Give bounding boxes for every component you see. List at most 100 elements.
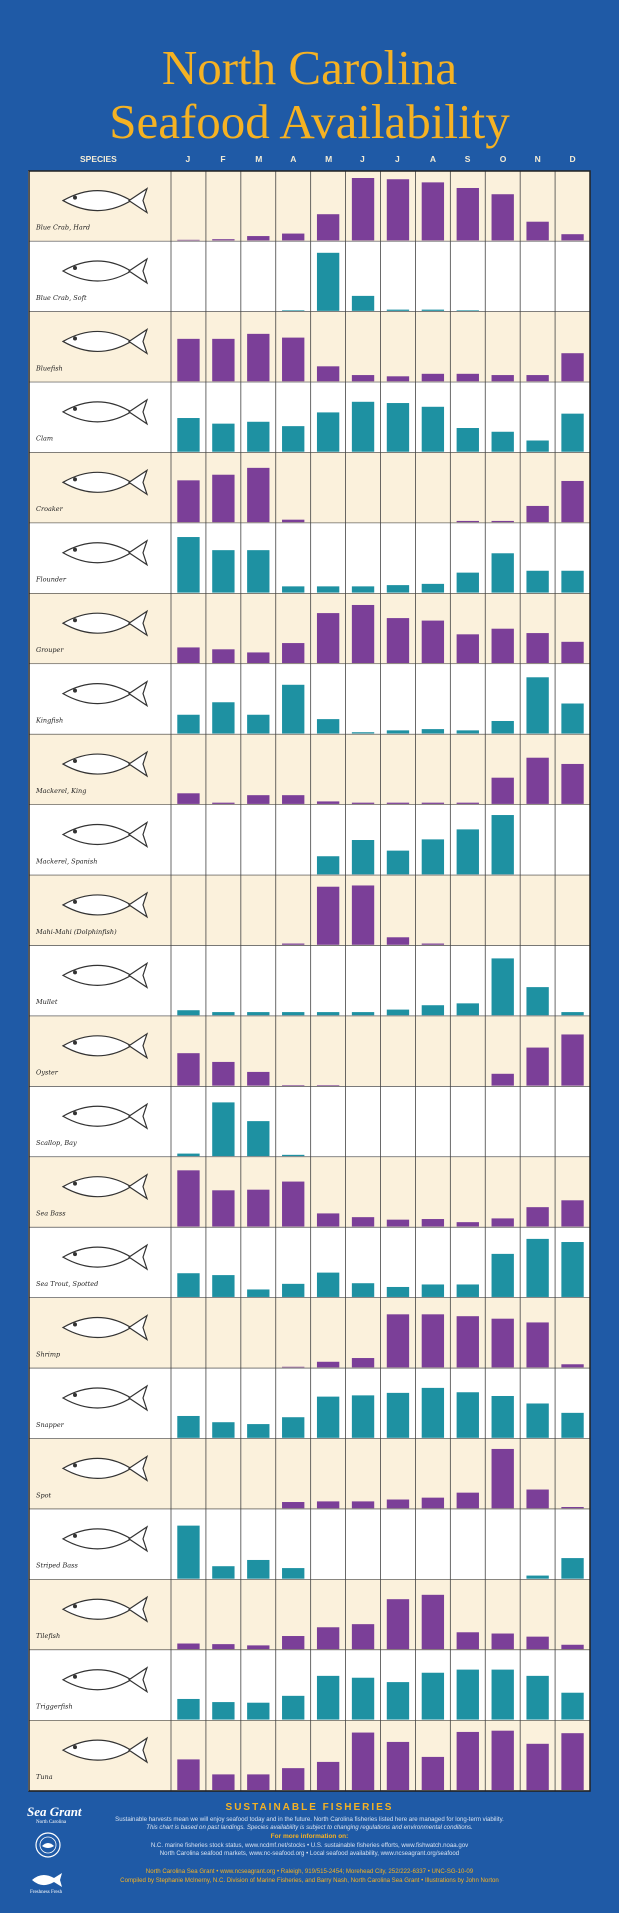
species-tail-icon <box>127 539 149 567</box>
availability-bar <box>247 1774 270 1790</box>
availability-bar <box>526 1675 549 1720</box>
availability-bar <box>526 1636 549 1650</box>
availability-bar <box>351 1358 375 1368</box>
availability-bar <box>386 376 410 382</box>
species-eye-icon <box>73 406 77 411</box>
availability-bar <box>177 1415 200 1438</box>
availability-bar <box>456 1632 479 1650</box>
footer-line-6: Compiled by Stephanie McInerny, N.C. Div… <box>120 1877 499 1884</box>
availability-bar <box>526 987 549 1016</box>
availability-bar <box>282 1636 305 1650</box>
month-label: N <box>534 154 541 164</box>
species-tail-icon <box>127 609 149 637</box>
availability-bar <box>386 585 410 593</box>
species-tail-icon <box>127 1454 149 1482</box>
availability-bar <box>491 815 514 875</box>
availability-bar <box>526 1575 549 1579</box>
species-tail-icon <box>127 327 149 355</box>
availability-bar <box>351 840 375 875</box>
availability-bar <box>421 309 445 311</box>
row-band <box>29 311 590 383</box>
availability-bar <box>247 652 270 664</box>
availability-bar <box>456 1222 479 1227</box>
availability-bar <box>177 537 200 593</box>
availability-bar <box>247 421 270 452</box>
species-tail-icon <box>127 1525 149 1553</box>
availability-bar <box>212 1644 235 1650</box>
availability-bar <box>456 1003 479 1016</box>
availability-bar <box>421 729 445 734</box>
species-eye-icon <box>73 266 77 271</box>
availability-bar <box>247 714 270 734</box>
availability-bar <box>316 412 340 452</box>
availability-bar <box>351 1732 375 1790</box>
availability-bar <box>456 1492 479 1509</box>
availability-bar <box>247 1424 270 1438</box>
species-eye-icon <box>73 899 77 904</box>
species-eye-icon <box>73 688 77 693</box>
species-label: Spot <box>36 1491 52 1499</box>
availability-bar <box>177 647 200 664</box>
availability-bar <box>561 480 584 523</box>
availability-bar <box>526 1489 549 1509</box>
availability-bar <box>491 628 514 664</box>
availability-bar <box>316 1012 340 1016</box>
availability-bar <box>212 338 235 382</box>
footer-line-4: North Carolina seafood markets, www.nc-s… <box>159 1850 460 1857</box>
availability-bar <box>351 1624 375 1650</box>
species-tail-icon <box>127 1384 149 1412</box>
availability-bar <box>456 572 479 593</box>
species-label: Blue Crab, Hard <box>35 223 90 231</box>
availability-bar <box>351 178 375 241</box>
month-label: J <box>394 154 400 164</box>
availability-bar <box>386 1682 410 1720</box>
availability-bar <box>491 1448 514 1509</box>
availability-bar <box>491 1073 514 1086</box>
availability-bar <box>351 1012 375 1016</box>
availability-bar <box>526 221 549 241</box>
availability-bar <box>526 1047 549 1086</box>
title-line-2: Seafood Availability <box>109 94 510 149</box>
availability-bar <box>177 1759 200 1790</box>
species-eye-icon <box>73 759 77 764</box>
chart-border <box>28 170 591 1792</box>
species-label: Mullet <box>35 998 58 1006</box>
species-eye-icon <box>73 336 77 341</box>
species-label: Mahi-Mahi (Dolphinfish) <box>35 928 117 936</box>
availability-bar <box>561 763 584 804</box>
availability-bar <box>386 850 410 875</box>
availability-bar <box>247 1189 270 1227</box>
availability-bar <box>386 802 410 804</box>
sea-grant-logo-sub: North Carolina <box>36 1820 67 1825</box>
availability-bar <box>247 1012 270 1016</box>
species-eye-icon <box>73 547 77 552</box>
species-label: Tuna <box>36 1773 53 1781</box>
footer-line-1: Sustainable harvests mean we will enjoy … <box>115 1816 504 1823</box>
availability-bar <box>212 1566 235 1579</box>
availability-bar <box>456 634 479 664</box>
availability-bar <box>526 1238 549 1297</box>
species-tail-icon <box>127 1666 149 1694</box>
species-eye-icon <box>73 618 77 623</box>
title-line-1: North Carolina <box>161 40 458 95</box>
availability-chart: Blue Crab, Hard Blue Crab, Soft Bluefish Cl… <box>28 170 591 1792</box>
availability-bar <box>386 1392 410 1438</box>
availability-bar <box>491 1318 514 1368</box>
availability-bar <box>421 1756 445 1790</box>
availability-bar <box>421 1314 445 1368</box>
species-tail-icon <box>127 1595 149 1623</box>
species-label: Clam <box>36 435 53 443</box>
species-eye-icon <box>73 1392 77 1397</box>
availability-bar <box>561 353 584 382</box>
availability-bar <box>561 234 584 241</box>
availability-bar <box>351 375 375 382</box>
species-eye-icon <box>73 1463 77 1468</box>
availability-bar <box>177 714 200 734</box>
availability-bar <box>456 1669 479 1720</box>
species-label: Blue Crab, Soft <box>35 294 87 302</box>
availability-bar <box>177 480 200 523</box>
availability-bar <box>177 1525 200 1579</box>
availability-bar <box>282 310 305 311</box>
row-band <box>29 875 590 946</box>
availability-bar <box>177 418 200 452</box>
